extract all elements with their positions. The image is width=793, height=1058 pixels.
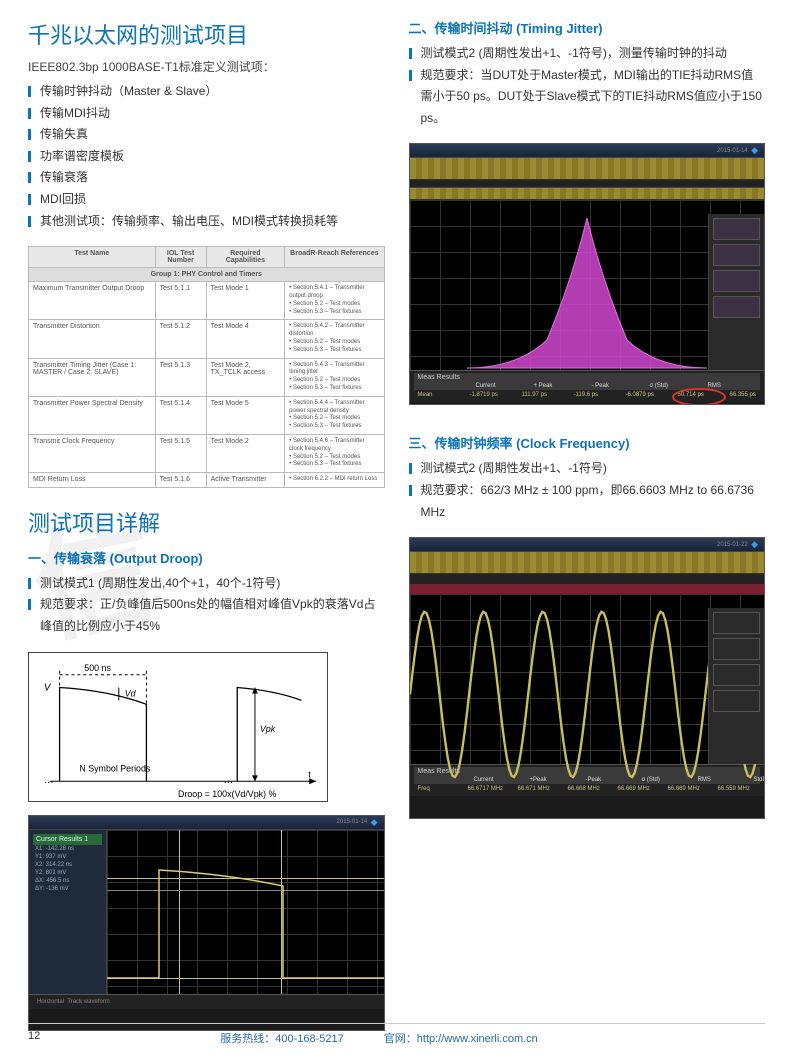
- section-3-title: 三、传输时钟频率 (Clock Frequency): [409, 433, 766, 452]
- table-row: Transmitter Power Spectral DensityTest 5…: [29, 396, 385, 434]
- standard-subtitle: IEEE802.3bp 1000BASE-T1标准定义测试项：: [28, 58, 385, 75]
- svg-text:t: t: [308, 769, 311, 779]
- scope-jitter-screenshot: 2015-01-14 ◆ Meas Results Current+ Peak-…: [409, 143, 766, 405]
- scope-droop-screenshot: 2015-01-14 ◆ Cursor Results 1 X1: -142.2…: [28, 815, 385, 1031]
- right-column: 二、传输时间抖动 (Timing Jitter) 测试模式2 (周期性发出+1、…: [409, 18, 766, 1031]
- list-item: 测试模式2 (周期性发出+1、-1符号)，测量传输时钟的抖动: [409, 43, 766, 65]
- page-footer: 12 服务热线：400-168-5217 官网：http://www.xiner…: [28, 1023, 765, 1046]
- left-column: 千兆以太网的测试项目 IEEE802.3bp 1000BASE-T1标准定义测试…: [28, 18, 385, 1031]
- list-item: 测试模式2 (周期性发出+1、-1符号): [409, 458, 766, 480]
- table-row: Transmitter Timing Jitter (Case 1: MASTE…: [29, 358, 385, 396]
- list-item: 其他测试项：传输频率、输出电压、MDI模式转换损耗等: [28, 211, 385, 233]
- test-reference-table: Test NameIOL Test NumberRequired Capabil…: [28, 246, 385, 488]
- svg-text:…: …: [223, 775, 233, 786]
- table-row: Transmit Clock FrequencyTest 5.1.5Test M…: [29, 434, 385, 472]
- scope-clock-screenshot: 2015-01-22 ◆ Meas Results Current+Peak-P…: [409, 537, 766, 819]
- list-item: 规范要求：当DUT处于Master模式，MDI输出的TIE抖动RMS值需小于50…: [409, 65, 766, 130]
- test-item-list: 传输时钟抖动（Master & Slave）传输MDI抖动传输失真功率谱密度模板…: [28, 81, 385, 232]
- section-2-bullets: 测试模式2 (周期性发出+1、-1符号)，测量传输时钟的抖动 规范要求：当DUT…: [409, 43, 766, 129]
- page-title: 千兆以太网的测试项目: [28, 18, 385, 50]
- svg-text:N Symbol Periods: N Symbol Periods: [79, 763, 151, 773]
- list-item: 测试模式1 (周期性发出,40个+1，40个-1符号): [28, 573, 385, 595]
- droop-diagram: t 500 ns Vd: [28, 652, 328, 802]
- section-1-title: 一、传输衰落 (Output Droop): [28, 548, 385, 567]
- svg-text:500 ns: 500 ns: [84, 662, 111, 672]
- list-item: 功率谱密度模板: [28, 146, 385, 168]
- svg-text:Droop = 100x(Vd/Vpk) %: Droop = 100x(Vd/Vpk) %: [178, 789, 277, 799]
- list-item: MDI回损: [28, 189, 385, 211]
- table-row: Maximum Transmitter Output DroopTest 5.1…: [29, 282, 385, 320]
- list-item: 传输失真: [28, 124, 385, 146]
- page-number: 12: [28, 1030, 40, 1046]
- svg-text:Vd: Vd: [125, 688, 137, 698]
- detail-title: 测试项目详解: [28, 506, 385, 538]
- list-item: 规范要求：正/负峰值后500ns处的幅值相对峰值Vpk的衰落Vd占峰值的比例应小…: [28, 594, 385, 637]
- list-item: 传输衰落: [28, 167, 385, 189]
- svg-text:V: V: [44, 682, 52, 693]
- table-row: Transmitter DistortionTest 5.1.2Test Mod…: [29, 320, 385, 358]
- list-item: 传输MDI抖动: [28, 103, 385, 125]
- svg-text:Vpk: Vpk: [260, 724, 276, 734]
- section-3-bullets: 测试模式2 (周期性发出+1、-1符号) 规范要求：662/3 MHz ± 10…: [409, 458, 766, 523]
- section-2-title: 二、传输时间抖动 (Timing Jitter): [409, 18, 766, 37]
- section-1-bullets: 测试模式1 (周期性发出,40个+1，40个-1符号) 规范要求：正/负峰值后5…: [28, 573, 385, 638]
- list-item: 传输时钟抖动（Master & Slave）: [28, 81, 385, 103]
- svg-text:…: …: [44, 775, 54, 786]
- list-item: 规范要求：662/3 MHz ± 100 ppm，即66.6603 MHz to…: [409, 480, 766, 523]
- table-row: MDI Return LossTest 5.1.6Active Transmit…: [29, 473, 385, 488]
